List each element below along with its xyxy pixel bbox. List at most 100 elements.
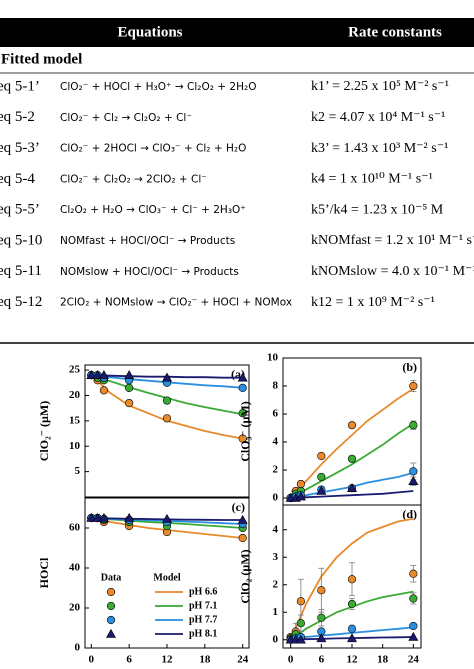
rate-constant: kNOMfast = 1.2 x 10¹ M⁻¹ s⁻¹ xyxy=(311,233,474,248)
data-point xyxy=(238,533,247,543)
data-point xyxy=(162,414,172,423)
y-tick-label: 20 xyxy=(69,602,81,614)
y-tick-label: 40 xyxy=(69,562,81,574)
rate-constant: k2 = 4.07 x 10⁴ M⁻¹ s⁻¹ xyxy=(311,110,445,125)
legend-label: pH 8.1 xyxy=(189,628,217,639)
y-tick-label: 0 xyxy=(273,633,279,645)
equation-label: eq 5-10 xyxy=(0,232,42,248)
data-point xyxy=(295,634,306,644)
panel-label: (c) xyxy=(232,500,245,514)
panel-label: (d) xyxy=(402,507,417,521)
data-point xyxy=(347,575,357,584)
equation-label: eq 5-12 xyxy=(0,294,42,310)
data-point xyxy=(409,594,418,603)
equation: ClO₂⁻ + 2HOCl → ClO₃⁻ + Cl₂ + H₂O xyxy=(60,143,246,155)
equation: NOMfast + HOCl/OCl⁻ → Products xyxy=(60,235,235,247)
data-point xyxy=(295,491,306,501)
data-point xyxy=(346,483,358,492)
data-point xyxy=(409,381,418,391)
model-line xyxy=(290,388,414,499)
data-point xyxy=(238,409,247,418)
y-tick-label: 0 xyxy=(75,642,81,654)
data-point xyxy=(86,370,97,379)
rate-constant: k5’/k4 = 1.23 x 10⁻⁵ M xyxy=(311,202,444,217)
x-tick-label: 6 xyxy=(319,654,325,666)
y-tick-label: 6 xyxy=(273,408,279,420)
data-point xyxy=(296,479,305,489)
table-rows: eq 5-1’ ClO₂⁻ + HOCl + H₃O⁺ → Cl₂O₂ + 2H₂… xyxy=(0,78,474,310)
x-tick-label: 18 xyxy=(377,654,389,666)
section-title: Fitted model xyxy=(1,51,82,67)
data-point xyxy=(162,396,172,405)
equation-label: eq 5-2 xyxy=(0,109,35,125)
legend-label: pH 6.6 xyxy=(189,586,217,597)
data-point xyxy=(237,514,248,524)
panel-label: (b) xyxy=(402,360,417,374)
table-header-bar xyxy=(0,18,474,47)
rate-constant: k12 = 1 x 10⁹ M⁻² s⁻¹ xyxy=(311,295,435,310)
data-point xyxy=(409,569,418,578)
y-tick-label: 60 xyxy=(69,522,81,534)
equation: ClO₂⁻ + Cl₂ → Cl₂O₂ + Cl⁻ xyxy=(60,112,192,124)
data-point xyxy=(92,512,103,522)
y-tick-label: 2 xyxy=(273,578,279,590)
data-point xyxy=(316,485,327,495)
rate-constant: kNOMslow = 4.0 x 10⁻¹ M⁻¹ s⁻¹ xyxy=(311,264,474,279)
data-point xyxy=(347,454,357,463)
data-point xyxy=(347,421,357,430)
equation-label: eq 5-11 xyxy=(0,263,42,279)
equation: ClO₂⁻ + Cl₂O₂ → 2ClO₂ + Cl⁻ xyxy=(60,173,207,185)
data-point xyxy=(347,599,357,609)
legend-marker xyxy=(106,601,116,611)
data-point xyxy=(238,383,247,392)
data-point xyxy=(161,372,173,382)
data-point xyxy=(124,370,135,379)
data-point xyxy=(408,631,419,641)
data-point xyxy=(408,476,419,485)
x-tick-label: 18 xyxy=(199,654,211,666)
data-point xyxy=(317,586,326,595)
x-tick-label: 12 xyxy=(162,654,174,666)
model-line xyxy=(289,517,414,641)
data-point xyxy=(125,383,134,392)
data-point xyxy=(316,633,327,643)
data-point xyxy=(317,451,326,461)
y-tick-label: 4 xyxy=(273,436,279,448)
header-rates: Rate constants xyxy=(348,24,442,40)
legend-marker xyxy=(105,628,117,638)
header-equations: Equations xyxy=(117,24,182,40)
data-point xyxy=(238,434,247,443)
data-point xyxy=(296,619,305,628)
model-line xyxy=(290,626,414,641)
legend-marker xyxy=(106,587,116,597)
data-point xyxy=(125,398,134,408)
x-tick-label: 0 xyxy=(89,654,95,666)
y-axis-label: ClO₂ (µM) xyxy=(238,549,252,603)
equation-label: eq 5-1’ xyxy=(0,78,40,94)
y-tick-label: 15 xyxy=(69,414,81,426)
data-point xyxy=(92,370,103,379)
data-point xyxy=(124,512,135,522)
y-axis-label: ClO₃⁻ (µM) xyxy=(238,401,252,462)
equation-label: eq 5-5’ xyxy=(0,202,40,218)
model-line xyxy=(290,423,414,499)
y-tick-label: 1 xyxy=(273,606,279,618)
data-point xyxy=(98,512,109,522)
equation-label: eq 5-4 xyxy=(0,171,35,187)
x-tick-label: 6 xyxy=(126,654,132,666)
data-point xyxy=(409,467,418,476)
x-tick-label: 0 xyxy=(288,654,294,666)
data-point xyxy=(346,633,358,643)
equation: NOMslow + HOCl/OCl⁻ → Products xyxy=(60,266,239,278)
data-point xyxy=(347,624,357,633)
x-tick-label: 12 xyxy=(347,654,359,666)
legend-title: Data xyxy=(101,572,122,583)
legend-marker xyxy=(106,615,116,625)
rate-constant: k1’ = 2.25 x 10⁵ M⁻² s⁻¹ xyxy=(311,79,449,94)
y-tick-label: 25 xyxy=(69,364,81,376)
data-point xyxy=(99,386,109,395)
y-tick-label: 10 xyxy=(69,440,81,452)
x-tick-label: 24 xyxy=(237,654,249,666)
